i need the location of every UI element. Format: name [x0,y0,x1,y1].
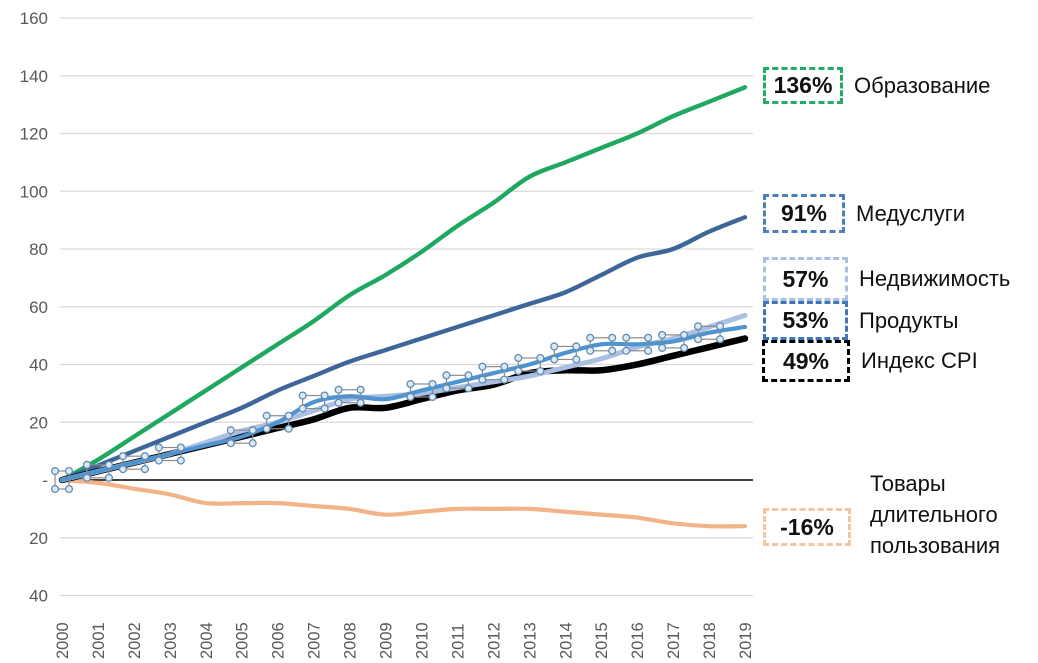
svg-text:20: 20 [29,413,48,432]
legend-label-meduslugi: Медуслуги [856,200,966,226]
series-lines[interactable] [58,85,749,529]
legend-entry-tovary: -16% Товары длительного пользования [763,471,1000,558]
legend-entry-meduslugi: 91% Медуслуги [763,194,965,233]
series-line[interactable] [59,215,748,483]
svg-text:2010: 2010 [413,622,431,659]
svg-text:2011: 2011 [449,624,467,659]
svg-text:140: 140 [20,67,48,86]
selection-handles[interactable] [50,322,725,494]
svg-text:100: 100 [20,182,48,201]
series-line[interactable] [59,477,748,529]
svg-text:60: 60 [29,298,48,317]
svg-text:2009: 2009 [378,622,396,659]
legend-label-cpi: Индекс CPI [861,348,978,373]
legend-badge-0: 136% [763,67,843,104]
svg-text:2012: 2012 [485,622,503,659]
legend-badge-1: 91% [763,194,845,233]
svg-text:2001: 2001 [90,622,108,659]
y-axis-labels: 160 140 120 100 80 60 40 20 - 20 40 [20,9,48,606]
svg-text:2006: 2006 [270,622,288,659]
gridlines [60,17,753,597]
svg-text:2003: 2003 [162,622,180,659]
legend-label-obrazovanie: Образование [854,72,991,98]
legend-entry-obrazovanie: 136% Образование [763,67,990,104]
svg-text:2019: 2019 [737,622,755,659]
svg-text:2017: 2017 [665,622,683,659]
legend-entry-produkty: 53% Продукты [763,301,958,340]
series-line[interactable] [59,85,748,483]
legend-entry-nedvizhimost: 57% Недвижимость [763,257,1010,301]
x-axis-labels: 2000 2001 2002 2003 2004 2005 2006 2007 2008 2009… [54,622,755,659]
svg-text:120: 120 [20,125,48,144]
svg-text:2005: 2005 [234,622,252,659]
svg-text:-: - [42,471,48,490]
series-line[interactable] [59,324,748,483]
legend-badge-4: 49% [762,340,850,382]
svg-text:2004: 2004 [198,622,216,659]
svg-text:2016: 2016 [629,622,647,659]
svg-text:40: 40 [29,356,48,375]
svg-text:2000: 2000 [54,622,72,659]
svg-text:40: 40 [29,587,48,606]
svg-text:2013: 2013 [521,622,539,659]
svg-text:2014: 2014 [557,622,575,659]
svg-text:80: 80 [29,240,48,259]
legend-badge-5: -16% [763,508,851,546]
series-line[interactable] [58,335,749,484]
svg-text:2015: 2015 [593,622,611,659]
legend-label-produkty: Продукты [859,307,959,333]
legend-entry-cpi: 49% Индекс CPI [762,340,978,382]
svg-text:2018: 2018 [701,622,719,659]
legend-label-nedvizhimost: Недвижимость [859,266,1011,291]
svg-text:20: 20 [29,529,48,548]
legend-badge-2: 57% [763,257,848,301]
legend-label-tovary: Товары длительного пользования [870,471,1001,558]
svg-text:2008: 2008 [342,622,360,659]
legend-badge-3: 53% [763,301,848,340]
svg-text:160: 160 [20,9,48,28]
svg-text:2002: 2002 [126,622,144,659]
svg-text:2007: 2007 [306,622,324,659]
